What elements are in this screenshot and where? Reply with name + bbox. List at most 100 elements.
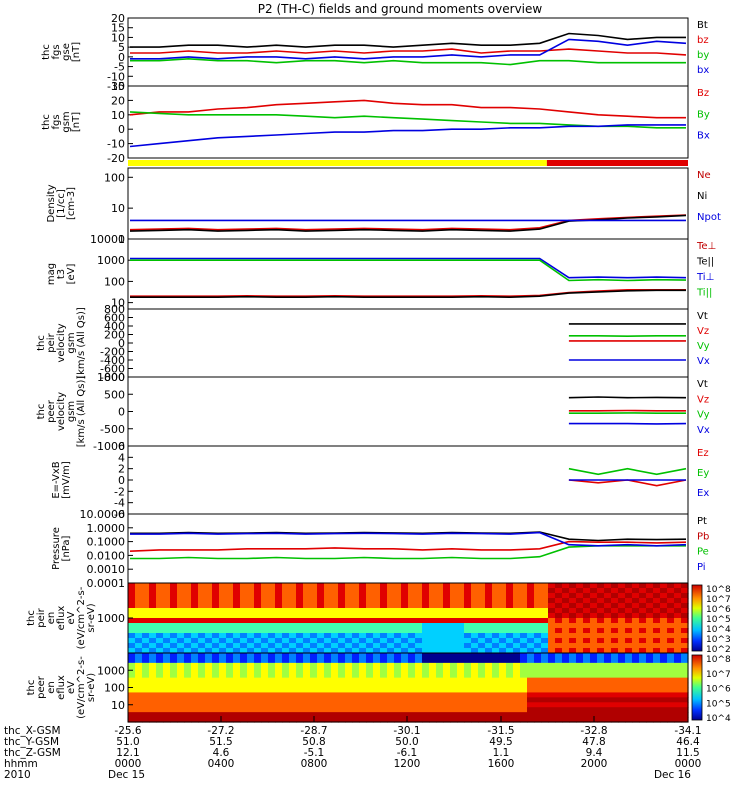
heatmap-cell bbox=[625, 687, 633, 694]
heatmap-cell bbox=[422, 692, 430, 698]
heatmap-cell bbox=[597, 653, 605, 659]
heatmap-cell bbox=[429, 598, 437, 604]
heatmap-cell bbox=[520, 598, 528, 604]
heatmap-cell bbox=[226, 667, 234, 674]
heatmap-cell bbox=[597, 662, 605, 669]
heatmap-cell bbox=[191, 593, 199, 599]
heatmap-cell bbox=[499, 672, 507, 679]
heatmap-cell bbox=[191, 648, 199, 654]
heatmap-cell bbox=[541, 692, 549, 698]
heatmap-cell bbox=[401, 593, 409, 599]
heatmap-cell bbox=[499, 608, 507, 614]
heatmap-cell bbox=[303, 608, 311, 614]
heatmap-cell bbox=[212, 628, 220, 634]
heatmap-cell bbox=[436, 692, 444, 698]
heatmap-cell bbox=[443, 638, 451, 644]
heatmap-cell bbox=[380, 697, 388, 703]
heatmap-cell bbox=[359, 638, 367, 644]
heatmap-cell bbox=[317, 608, 325, 614]
heatmap-cell bbox=[303, 653, 311, 659]
heatmap-cell bbox=[275, 628, 283, 634]
heatmap-cell bbox=[366, 633, 374, 639]
heatmap-cell bbox=[604, 628, 612, 634]
heatmap-cell bbox=[177, 623, 185, 629]
heatmap-cell bbox=[492, 618, 500, 624]
heatmap-cell bbox=[247, 643, 255, 649]
heatmap-cell bbox=[443, 603, 451, 609]
heatmap-cell bbox=[177, 583, 185, 589]
heatmap-cell bbox=[562, 712, 570, 718]
series-line bbox=[129, 99, 686, 119]
heatmap-cell bbox=[513, 682, 521, 689]
heatmap-cell bbox=[478, 643, 486, 649]
heatmap-cell bbox=[660, 717, 668, 723]
heatmap-cell bbox=[436, 633, 444, 639]
heatmap-cell bbox=[646, 603, 654, 609]
heatmap-cell bbox=[555, 682, 563, 689]
heatmap-cell bbox=[590, 608, 598, 614]
heatmap-cell bbox=[534, 638, 542, 644]
heatmap-cell bbox=[422, 608, 430, 614]
heatmap-cell bbox=[380, 702, 388, 708]
heatmap-cell bbox=[506, 648, 514, 654]
heatmap-cell bbox=[177, 707, 185, 713]
heatmap-cell bbox=[415, 638, 423, 644]
heatmap-cell bbox=[576, 613, 584, 619]
heatmap-cell bbox=[499, 618, 507, 624]
heatmap-cell bbox=[681, 687, 689, 694]
heatmap-cell bbox=[583, 717, 591, 723]
heatmap-cell bbox=[408, 608, 416, 614]
heatmap-cell bbox=[520, 682, 528, 689]
heatmap-cell bbox=[149, 657, 157, 664]
heatmap-cell bbox=[443, 702, 451, 708]
heatmap-cell bbox=[667, 623, 675, 629]
heatmap-cell bbox=[366, 682, 374, 689]
heatmap-cell bbox=[149, 672, 157, 679]
heatmap-cell bbox=[254, 638, 262, 644]
heatmap-cell bbox=[149, 613, 157, 619]
heatmap-cell bbox=[429, 638, 437, 644]
heatmap-cell bbox=[646, 682, 654, 689]
heatmap-cell bbox=[317, 707, 325, 713]
heatmap-cell bbox=[597, 623, 605, 629]
heatmap-cell bbox=[618, 598, 626, 604]
heatmap-cell bbox=[583, 623, 591, 629]
heatmap-cell bbox=[345, 598, 353, 604]
heatmap-cell bbox=[618, 712, 626, 718]
heatmap-cell bbox=[380, 707, 388, 713]
heatmap-cell bbox=[625, 648, 633, 654]
heatmap-cell bbox=[443, 613, 451, 619]
heatmap-cell bbox=[233, 608, 241, 614]
heatmap-cell bbox=[555, 707, 563, 713]
heatmap-cell bbox=[254, 633, 262, 639]
heatmap-cell bbox=[632, 707, 640, 713]
heatmap-cell bbox=[520, 707, 528, 713]
heatmap-cell bbox=[156, 633, 164, 639]
heatmap-cell bbox=[569, 583, 577, 589]
heatmap-cell bbox=[450, 623, 458, 629]
heatmap-cell bbox=[219, 608, 227, 614]
heatmap-cell bbox=[324, 598, 332, 604]
heatmap-cell bbox=[674, 687, 682, 694]
heatmap-cell bbox=[618, 633, 626, 639]
heatmap-cell bbox=[415, 717, 423, 723]
heatmap-cell bbox=[282, 633, 290, 639]
heatmap-cell bbox=[632, 657, 640, 664]
heatmap-cell bbox=[625, 623, 633, 629]
heatmap-cell bbox=[324, 593, 332, 599]
heatmap-cell bbox=[653, 613, 661, 619]
heatmap-cell bbox=[345, 667, 353, 674]
heatmap-cell bbox=[576, 717, 584, 723]
heatmap-cell bbox=[373, 702, 381, 708]
heatmap-cell bbox=[555, 667, 563, 674]
heatmap-cell bbox=[387, 707, 395, 713]
heatmap-cell bbox=[177, 667, 185, 674]
heatmap-cell bbox=[170, 657, 178, 664]
heatmap-cell bbox=[548, 687, 556, 694]
heatmap-cell bbox=[527, 648, 535, 654]
heatmap-cell bbox=[464, 653, 472, 659]
heatmap-cell bbox=[534, 608, 542, 614]
heatmap-cell bbox=[163, 583, 171, 589]
heatmap-cell bbox=[331, 593, 339, 599]
heatmap-cell bbox=[492, 598, 500, 604]
